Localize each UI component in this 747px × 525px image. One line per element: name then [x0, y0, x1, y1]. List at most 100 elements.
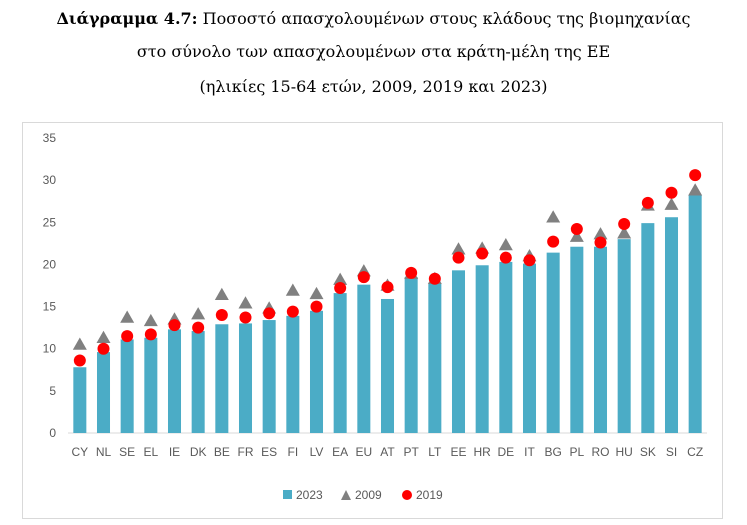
x-tick-label: HU — [615, 445, 632, 459]
x-tick-label: CZ — [687, 445, 703, 459]
marker-2009 — [214, 287, 229, 301]
bar-2023 — [428, 283, 442, 433]
x-tick-label: AT — [380, 445, 395, 459]
x-tick-label: RO — [592, 445, 610, 459]
marker-2019 — [263, 307, 276, 320]
bar-2023 — [144, 337, 158, 433]
title-line-1-text: Ποσοστό απασχολουμένων στους κλάδους της… — [202, 9, 691, 28]
x-tick-label: BE — [214, 445, 230, 459]
marker-2009 — [309, 286, 324, 300]
marker-2019 — [547, 235, 560, 248]
marker-2019 — [357, 271, 370, 284]
x-tick-label: EA — [332, 445, 348, 459]
marker-2009 — [451, 242, 466, 255]
bar-2023 — [286, 315, 300, 433]
bar-2023 — [522, 263, 537, 433]
title-prefix: Διάγραμμα 4.7: — [56, 9, 198, 28]
bar-2023 — [404, 277, 418, 433]
marker-2019 — [570, 223, 583, 236]
bar-2023 — [73, 367, 87, 433]
x-tick-label: DK — [190, 445, 207, 459]
marker-2019 — [286, 305, 299, 318]
bar-2023 — [215, 324, 229, 433]
marker-2009 — [96, 330, 111, 344]
bar-2023 — [546, 252, 560, 433]
marker-2019 — [452, 251, 465, 264]
x-tick-label: LT — [428, 445, 442, 459]
marker-2019 — [618, 217, 631, 230]
legend-swatch-2009 — [341, 490, 351, 500]
marker-2009 — [688, 183, 703, 196]
x-tick-label: SK — [640, 445, 656, 459]
title-line-1: Διάγραμμα 4.7: Ποσοστό απασχολουμένων στ… — [0, 9, 747, 29]
x-tick-label: BG — [544, 445, 561, 459]
x-tick-label: SI — [666, 445, 677, 459]
marker-2009 — [593, 227, 608, 240]
bar-2023 — [593, 246, 608, 433]
marker-2009 — [120, 310, 135, 323]
bar-2023 — [191, 331, 205, 433]
x-tick-label: SE — [119, 445, 135, 459]
y-tick-label: 35 — [43, 131, 57, 145]
legend-swatch-2019 — [402, 490, 412, 500]
bar-2023 — [96, 352, 111, 433]
x-tick-label: EU — [355, 445, 372, 459]
bar-2023 — [451, 270, 466, 433]
x-tick-label: FI — [287, 445, 298, 459]
bar-2023 — [380, 298, 395, 433]
bar-2023 — [167, 329, 182, 433]
marker-2009 — [143, 313, 158, 327]
marker-2019 — [310, 300, 323, 313]
x-tick-label: EL — [143, 445, 158, 459]
x-tick-label: EE — [450, 445, 466, 459]
bar-2023 — [688, 195, 702, 433]
bar-2023 — [120, 339, 134, 433]
marker-2009 — [72, 337, 87, 350]
marker-2019 — [144, 328, 157, 341]
marker-2019 — [428, 272, 441, 285]
marker-2019 — [594, 236, 607, 249]
y-tick-label: 10 — [43, 342, 57, 356]
x-tick-label: FR — [238, 445, 254, 459]
y-tick-label: 20 — [43, 257, 57, 271]
y-tick-label: 30 — [43, 173, 57, 187]
bar-2023 — [262, 320, 276, 433]
legend-label-2019: 2019 — [416, 488, 443, 502]
marker-2009 — [617, 226, 632, 239]
bar-2023 — [570, 246, 584, 433]
marker-2009 — [664, 197, 679, 210]
x-tick-label: NL — [96, 445, 112, 459]
marker-2019 — [405, 266, 418, 279]
marker-2019 — [476, 247, 489, 260]
bar-2023 — [617, 239, 631, 433]
marker-2019 — [97, 342, 110, 355]
marker-2019 — [192, 321, 205, 334]
marker-2019 — [523, 254, 536, 267]
bar-2023 — [238, 323, 253, 433]
x-tick-label: HR — [473, 445, 491, 459]
y-tick-label: 25 — [43, 215, 57, 229]
bar-2023 — [309, 310, 324, 433]
marker-2019 — [239, 311, 252, 324]
x-tick-label: ES — [261, 445, 277, 459]
y-tick-label: 15 — [43, 300, 57, 314]
x-tick-label: CY — [71, 445, 88, 459]
marker-2019 — [381, 281, 394, 294]
marker-2019 — [168, 319, 181, 332]
x-tick-label: PT — [403, 445, 419, 459]
marker-2019 — [689, 169, 702, 182]
bar-2023 — [499, 261, 513, 433]
x-tick-label: DE — [497, 445, 514, 459]
title-line-2: στο σύνολο των απασχολουμένων στα κράτη-… — [136, 42, 611, 61]
x-tick-label: LV — [310, 445, 324, 459]
marker-2009 — [333, 272, 348, 285]
marker-2019 — [121, 330, 134, 343]
marker-2019 — [665, 186, 678, 199]
marker-2009 — [569, 229, 584, 242]
marker-2009 — [546, 210, 561, 223]
bar-2023 — [357, 284, 371, 433]
title-line-3: (ηλικίες 15-64 ετών, 2009, 2019 και 2023… — [199, 77, 548, 96]
marker-2009 — [498, 238, 513, 251]
bar-2023 — [641, 223, 655, 433]
